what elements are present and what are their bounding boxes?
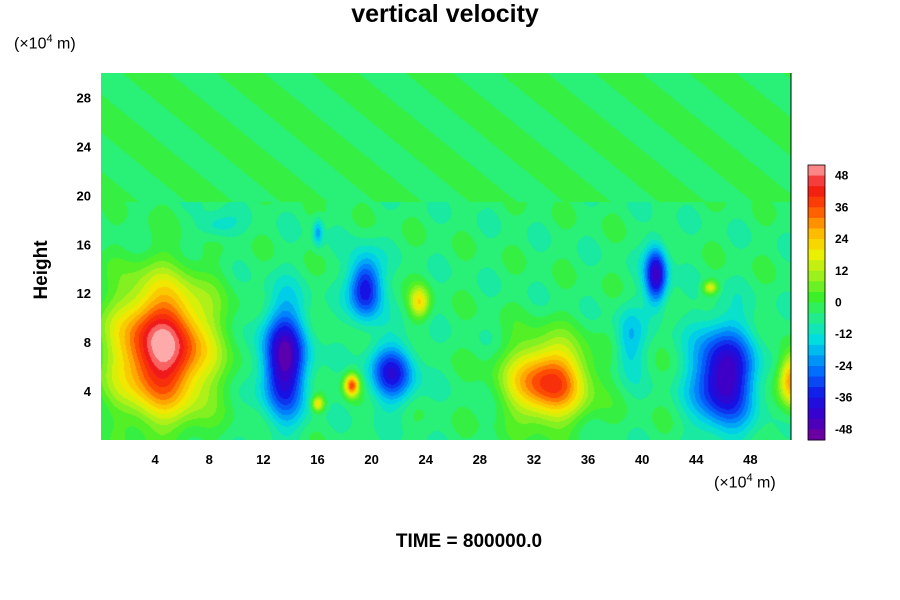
x-tick-label: 32 <box>527 452 541 467</box>
x-tick-label: 8 <box>206 452 213 467</box>
colorbar-swatch <box>808 418 825 430</box>
colorbar-swatch <box>808 186 825 198</box>
colorbar: 48 36 24 12 0 -12 -24 -36 -48 <box>807 164 853 441</box>
colorbar-tick-label: -48 <box>835 422 853 436</box>
x-tick-label: 48 <box>743 452 757 467</box>
x-tick-label: 28 <box>473 452 487 467</box>
colorbar-swatch <box>808 429 825 441</box>
y-tick-label: 8 <box>84 335 91 350</box>
colorbar-swatch <box>808 302 825 314</box>
colorbar-swatch <box>808 291 825 303</box>
colorbar-swatch <box>808 249 825 261</box>
x-tick-label: 24 <box>418 452 433 467</box>
x-tick-label: 40 <box>635 452 649 467</box>
time-label: TIME = 800000.0 <box>395 531 543 552</box>
colorbar-tick-label: -12 <box>835 327 853 341</box>
colorbar-swatch <box>808 365 825 378</box>
y-tick-label: 24 <box>77 139 92 154</box>
colorbar-swatch <box>808 334 825 346</box>
colorbar-swatch <box>808 165 825 177</box>
colorbar-swatch <box>808 408 825 420</box>
y-tick-label: 28 <box>77 90 91 105</box>
y-tick-label: 12 <box>77 286 91 301</box>
y-tick-label: 16 <box>77 237 91 252</box>
y-tick-label: 20 <box>77 188 91 203</box>
colorbar-swatch <box>808 228 825 240</box>
colorbar-swatch <box>808 217 825 229</box>
x-tick-label: 36 <box>581 452 595 467</box>
x-tick-label: 20 <box>364 452 378 467</box>
x-tick-label: 12 <box>256 452 270 467</box>
x-tick-label: 16 <box>310 452 324 467</box>
colorbar-swatch <box>808 260 825 272</box>
colorbar-swatch <box>808 387 825 399</box>
colorbar-swatch <box>808 323 825 335</box>
colorbar-swatch <box>808 239 825 251</box>
colorbar-tick-label: 12 <box>835 264 849 278</box>
colorbar-swatch <box>808 270 825 282</box>
colorbar-swatch <box>808 175 825 187</box>
x-axis-unit: (×104 m) <box>714 472 776 492</box>
colorbar-swatch <box>808 281 825 293</box>
x-tick-label: 44 <box>689 452 704 467</box>
colorbar-tick-label: 36 <box>835 200 849 214</box>
colorbar-swatch <box>808 397 825 409</box>
colorbar-swatch <box>808 313 825 325</box>
colorbar-swatch <box>808 344 825 356</box>
colorbar-swatch <box>808 376 825 388</box>
chart-title: vertical velocity <box>351 0 539 28</box>
colorbar-border <box>807 164 826 441</box>
colorbar-tick-label: 0 <box>835 296 842 310</box>
colorbar-tick-label: 48 <box>835 169 849 183</box>
heatmap-area <box>101 73 791 440</box>
colorbar-tick-label: 24 <box>835 232 849 246</box>
colorbar-swatch <box>808 207 825 219</box>
colorbar-tick-label: -36 <box>835 391 853 405</box>
colorbar-swatch <box>808 196 825 208</box>
y-axis-unit: (×104 m) <box>14 33 76 53</box>
x-tick-label: 4 <box>152 452 160 467</box>
colorbar-tick-label: -24 <box>835 359 853 373</box>
y-tick-label: 4 <box>84 384 92 399</box>
colorbar-swatch <box>808 355 825 367</box>
